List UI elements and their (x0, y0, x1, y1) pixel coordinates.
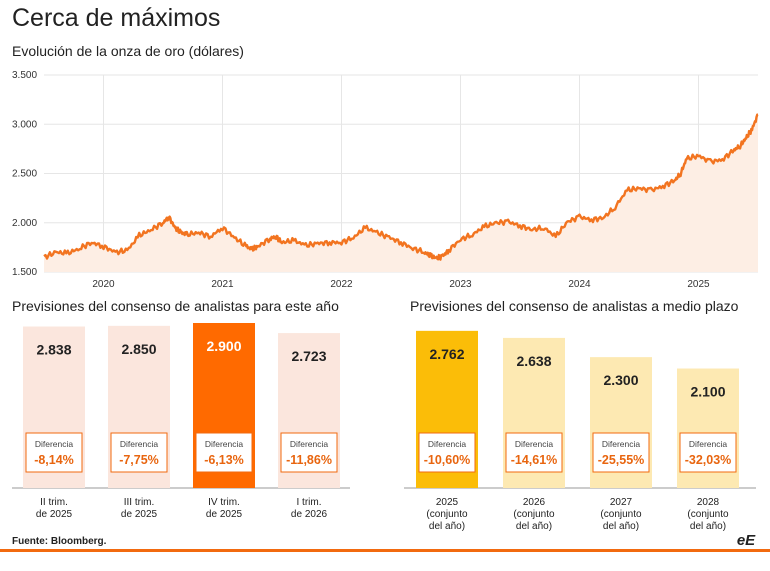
y-tick-label: 3.000 (12, 119, 37, 130)
bar-value-label: 2.850 (121, 341, 156, 357)
bar-value-label: 2.838 (36, 342, 71, 358)
category-label: de 2025 (206, 509, 243, 520)
x-tick-label: 2021 (211, 279, 234, 290)
category-label: I trim. (297, 497, 322, 508)
difference-value: -11,86% (286, 453, 332, 467)
category-label: (conjunto (426, 509, 468, 520)
y-tick-label: 2.000 (12, 218, 37, 229)
difference-box (25, 432, 83, 473)
bar-value-label: 2.100 (690, 384, 725, 400)
category-label: del año) (516, 521, 552, 532)
category-label: del año) (690, 521, 726, 532)
difference-label: Diferencia (515, 439, 554, 449)
category-label: II trim. (40, 497, 68, 508)
difference-label: Diferencia (35, 439, 74, 449)
category-label: (conjunto (513, 509, 555, 520)
difference-value: -7,75% (119, 453, 159, 467)
chart-title: Cerca de máximos (12, 4, 220, 32)
x-tick-label: 2025 (687, 279, 710, 290)
difference-label: Diferencia (205, 439, 244, 449)
difference-value: -8,14% (34, 453, 74, 467)
bottom-accent-bar (0, 549, 770, 552)
category-label: 2027 (610, 497, 633, 508)
difference-value: -6,13% (204, 453, 244, 467)
line-chart-subtitle: Evolución de la onza de oro (dólares) (12, 43, 244, 59)
category-label: de 2026 (291, 509, 328, 520)
y-tick-label: 2.500 (12, 169, 37, 180)
difference-label: Diferencia (689, 439, 728, 449)
difference-box (592, 432, 650, 473)
difference-box (195, 432, 253, 473)
bar-value-label: 2.638 (516, 353, 551, 369)
y-tick-label: 1.500 (12, 267, 37, 278)
category-label: (conjunto (687, 509, 729, 520)
category-label: 2025 (436, 497, 459, 508)
bar-value-label: 2.723 (291, 348, 326, 364)
category-label: (conjunto (600, 509, 642, 520)
x-tick-label: 2020 (92, 279, 115, 290)
x-tick-label: 2024 (568, 279, 591, 290)
difference-value: -10,60% (424, 453, 471, 467)
category-label: del año) (603, 521, 639, 532)
difference-value: -32,03% (685, 453, 732, 467)
gold-price-line-chart: 1.500 2.000 2.500 3.000 3.500 2020 2021 2022 202… (12, 70, 759, 290)
left-bar-chart-title: Previsiones del consenso de analistas pa… (12, 298, 339, 314)
difference-box (280, 432, 338, 473)
difference-box (679, 432, 737, 473)
difference-label: Diferencia (120, 439, 159, 449)
difference-box (110, 432, 168, 473)
bar-value-label: 2.762 (429, 346, 464, 362)
category-label: de 2025 (36, 509, 73, 520)
difference-box (505, 432, 563, 473)
category-label: 2026 (523, 497, 546, 508)
bar-value-label: 2.300 (603, 372, 638, 388)
difference-box (418, 432, 476, 473)
category-label: de 2025 (121, 509, 158, 520)
x-tick-label: 2023 (449, 279, 472, 290)
publisher-logo: eE (737, 532, 756, 549)
difference-label: Diferencia (602, 439, 641, 449)
gold-price-line (43, 113, 759, 261)
difference-label: Diferencia (428, 439, 467, 449)
y-tick-label: 3.500 (12, 70, 37, 81)
difference-label: Diferencia (290, 439, 329, 449)
category-label: del año) (429, 521, 465, 532)
difference-value: -14,61% (511, 453, 558, 467)
category-label: III trim. (124, 497, 155, 508)
source-note: Fuente: Bloomberg. (12, 536, 107, 547)
right-bar-chart-title: Previsiones del consenso de analistas a … (410, 298, 739, 314)
category-label: IV trim. (208, 497, 240, 508)
category-label: 2028 (697, 497, 720, 508)
gold-price-area (44, 114, 758, 273)
bar-value-label: 2.900 (206, 338, 241, 354)
x-tick-label: 2022 (330, 279, 353, 290)
difference-value: -25,55% (598, 453, 645, 467)
